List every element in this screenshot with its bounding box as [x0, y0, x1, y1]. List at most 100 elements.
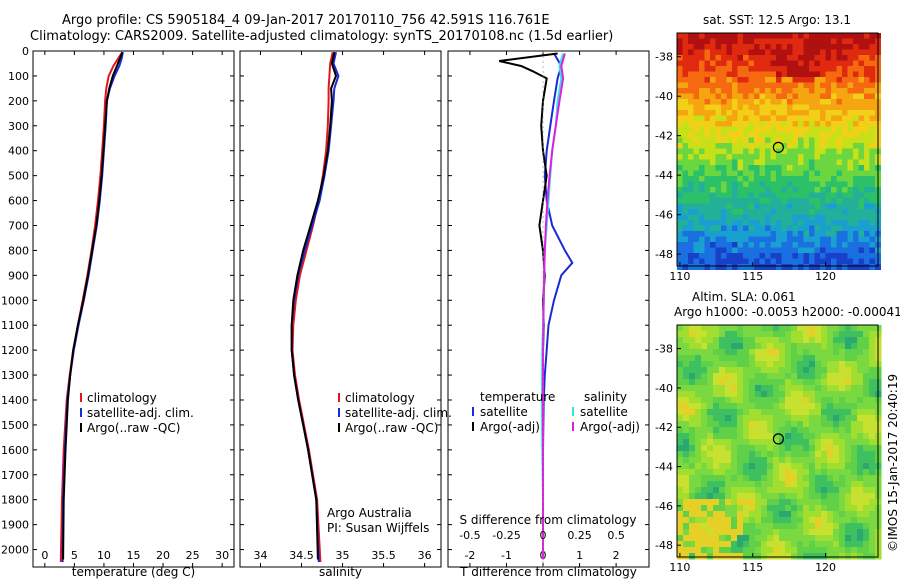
map-cell — [689, 325, 696, 332]
map-cell — [770, 187, 777, 193]
map-cell — [721, 143, 727, 149]
map-cell — [719, 475, 726, 482]
map-cell — [704, 88, 711, 94]
map-cell — [781, 154, 788, 160]
map-cell — [842, 181, 848, 188]
map-cell — [858, 187, 865, 193]
map-cell — [831, 198, 837, 204]
differences-series-3 — [542, 53, 566, 560]
map-cell — [677, 214, 683, 221]
map-cell — [831, 66, 837, 72]
map-cell — [845, 439, 852, 446]
map-cell — [858, 236, 865, 243]
map-cell — [779, 373, 786, 380]
map-cell — [809, 258, 815, 265]
map-cell — [748, 148, 755, 155]
map-cell — [833, 511, 840, 518]
x-tick-label: 1 — [576, 549, 583, 562]
map-cell — [803, 487, 810, 494]
map-cell — [797, 385, 804, 392]
map-cell — [785, 535, 792, 542]
map-cell — [869, 203, 876, 210]
map-cell — [792, 33, 799, 39]
map-cell — [755, 325, 762, 332]
map-cell — [732, 253, 738, 259]
map-cell — [798, 115, 804, 122]
map-cell — [761, 475, 768, 482]
map-cell — [732, 104, 738, 111]
map-cell — [833, 505, 840, 512]
map-cell — [809, 553, 816, 560]
map-cell — [779, 481, 786, 488]
map-cell — [743, 115, 749, 122]
map-cell — [683, 349, 690, 356]
map-cell — [781, 66, 788, 72]
map-cell — [825, 187, 832, 193]
map-cell — [845, 499, 852, 506]
map-cell — [847, 88, 854, 94]
map-cell — [765, 258, 771, 265]
map-cell — [743, 242, 749, 248]
map-cell — [677, 247, 683, 254]
map-cell — [737, 361, 744, 368]
map-cell — [779, 451, 786, 458]
map-cell — [707, 427, 714, 434]
map-cell — [755, 361, 762, 368]
map-cell — [842, 187, 848, 193]
map-cell — [791, 421, 798, 428]
map-cell — [704, 38, 711, 45]
map-cell — [853, 220, 859, 226]
map-cell — [853, 159, 859, 166]
map-cell — [701, 481, 708, 488]
map-cell — [701, 361, 708, 368]
map-cell — [842, 247, 848, 254]
map-cell — [759, 49, 766, 56]
map-cell — [713, 415, 720, 422]
map-cell — [765, 198, 771, 204]
map-cell — [749, 355, 756, 362]
map-cell — [743, 469, 750, 476]
y-tick-label: 1600 — [1, 444, 29, 457]
y-tick-label: 400 — [8, 145, 29, 158]
map-cell — [737, 99, 744, 105]
map-cell — [827, 343, 834, 350]
map-cell — [704, 209, 711, 215]
map-cell — [853, 187, 859, 193]
map-cell — [814, 104, 821, 111]
x-tick-label: -2 — [464, 549, 475, 562]
map-cell — [689, 433, 696, 440]
map-cell — [869, 66, 876, 72]
map-cell — [863, 475, 870, 482]
map-cell — [737, 499, 744, 506]
map-cell — [704, 77, 711, 83]
map-cell — [749, 385, 756, 392]
map-cell — [715, 165, 722, 171]
map-cell — [713, 487, 720, 494]
map-cell — [695, 445, 702, 452]
map-cell — [814, 77, 821, 83]
map-cell — [701, 343, 708, 350]
map-cell — [798, 38, 804, 45]
map-cell — [707, 505, 714, 512]
map-cell — [688, 115, 694, 122]
map-cell — [677, 132, 683, 138]
map-cell — [699, 247, 705, 254]
map-cell — [809, 49, 815, 56]
map-cell — [704, 104, 711, 111]
map-cell — [779, 397, 786, 404]
map-cell — [820, 154, 826, 160]
map-cell — [857, 361, 864, 368]
map-cell — [688, 104, 694, 111]
map-cell — [765, 38, 771, 45]
map-cell — [863, 415, 870, 422]
map-cell — [827, 457, 834, 464]
map-cell — [820, 66, 826, 72]
map-cell — [803, 181, 810, 188]
map-cell — [719, 409, 726, 416]
map-cell — [682, 264, 689, 270]
map-cell — [765, 88, 771, 94]
map-cell — [693, 60, 700, 67]
map-cell — [721, 126, 727, 133]
map-cell — [695, 433, 702, 440]
map-cell — [853, 137, 859, 144]
